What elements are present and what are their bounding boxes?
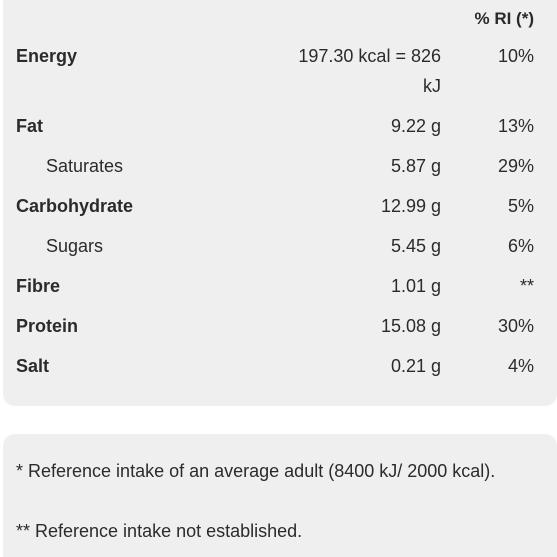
row-label-protein: Protein [16,316,79,336]
row-amount-protein: 15.08 g [380,316,441,336]
nutrition-table: % RI (*) Energy 197.30 kcal = 826 kJ 10%… [3,0,557,406]
row-ri-fat: 13% [497,116,534,136]
row-label-sugars: Sugars [46,236,104,256]
footnotes-panel: * Reference intake of an average adult (… [3,434,557,557]
ri-column-header: % RI (*) [474,9,535,28]
not-established-note: ** Reference intake not established. [16,521,303,541]
row-label-fibre: Fibre [16,276,61,296]
row-amount-fat: 9.22 g [390,116,441,136]
row-amount-salt: 0.21 g [390,356,441,376]
row-amount-carbohydrate: 12.99 g [380,196,441,216]
row-ri-saturates: 29% [497,156,534,176]
row-label-fat: Fat [16,116,43,136]
row-label-saturates: Saturates [46,156,124,176]
reference-intake-note: * Reference intake of an average adult (… [16,461,496,481]
row-ri-fibre: ** [519,276,534,296]
row-amount-energy: 197.30 kcal = 826 kJ [298,46,441,96]
row-ri-protein: 30% [497,316,534,336]
row-ri-salt: 4% [507,356,534,376]
row-label-salt: Salt [16,356,50,376]
row-amount-saturates: 5.87 g [390,156,441,176]
row-amount-sugars: 5.45 g [390,236,441,256]
row-label-carbohydrate: Carbohydrate [16,196,134,216]
row-ri-sugars: 6% [507,236,534,256]
row-amount-fibre: 1.01 g [390,276,441,296]
row-ri-carbohydrate: 5% [507,196,534,216]
row-ri-energy: 10% [497,46,534,66]
row-label-energy: Energy [16,46,78,66]
